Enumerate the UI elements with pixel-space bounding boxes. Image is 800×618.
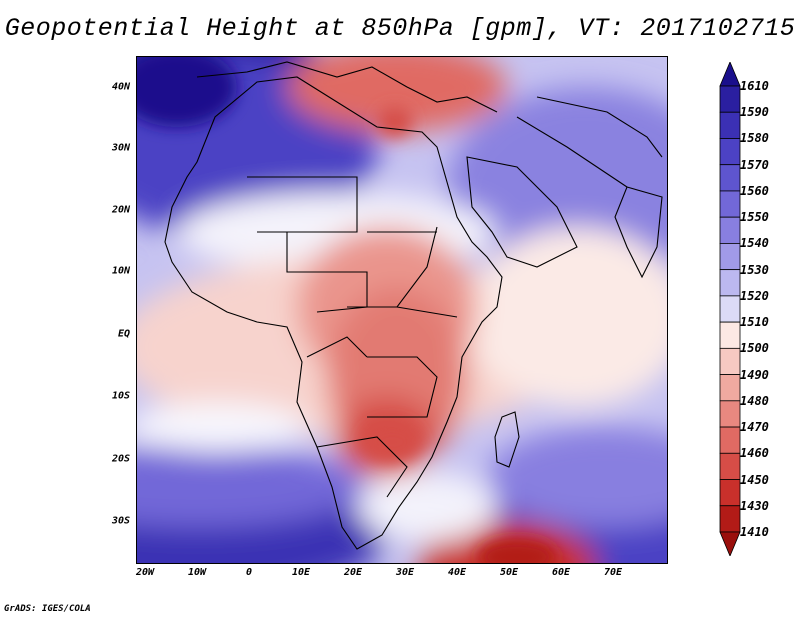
colorbar-swatch	[719, 295, 741, 323]
map-title: Geopotential Height at 850hPa [gpm], VT:…	[4, 14, 796, 43]
x-axis-label: 20W	[135, 567, 155, 578]
x-axis-label: 10W	[187, 567, 207, 578]
colorbar-swatch	[719, 243, 741, 271]
colorbar-swatch	[719, 479, 741, 507]
colorbar-tick-label: 1430	[740, 498, 769, 513]
y-axis-label: EQ	[117, 328, 130, 340]
colorbar-top-triangle	[719, 62, 741, 87]
colorbar-tick-label: 1450	[740, 472, 769, 487]
colorbar-swatch	[719, 111, 741, 139]
colorbar-swatch	[719, 164, 741, 192]
colorbar-tick-label: 1480	[740, 393, 769, 408]
colorbar	[719, 62, 741, 556]
colorbar-swatch	[719, 321, 741, 349]
colorbar-swatch	[719, 374, 741, 402]
colorbar-tick-label: 1590	[740, 105, 769, 120]
footer-credit: GrADS: IGES/COLA	[4, 604, 91, 614]
x-axis-label: 30E	[395, 567, 415, 578]
colorbar-swatch	[719, 426, 741, 454]
x-axis-label: 50E	[499, 567, 519, 578]
x-axis-label: 0	[245, 567, 253, 578]
x-axis-label: 70E	[603, 567, 623, 578]
x-axis-label: 40E	[447, 567, 467, 578]
colorbar-tick-label: 1610	[740, 79, 769, 93]
y-axis-label: 10S	[111, 390, 130, 402]
colorbar-tick-label: 1490	[740, 367, 769, 382]
x-axis-label: 60E	[551, 567, 571, 578]
colorbar-tick-label: 1560	[740, 183, 769, 198]
y-axis-label: 20N	[111, 204, 130, 216]
colorbar-swatch	[719, 85, 741, 113]
colorbar-tick-label: 1500	[740, 341, 769, 356]
colorbar-tick-label: 1550	[740, 210, 769, 225]
x-axis-label: 20E	[343, 567, 363, 578]
colorbar-swatch	[719, 216, 741, 244]
colorbar-swatch	[719, 138, 741, 166]
colorbar-tick-label: 1410	[740, 525, 769, 539]
y-axis-label: 40N	[111, 81, 130, 93]
colorbar-tick-label: 1520	[740, 288, 769, 303]
colorbar-tick-label: 1470	[740, 420, 769, 435]
colorbar-swatch	[719, 269, 741, 297]
colorbar-tick-label: 1570	[740, 157, 769, 172]
colorbar-tick-label: 1510	[740, 315, 769, 330]
colorbar-swatch	[719, 190, 741, 218]
coastline	[164, 61, 663, 550]
colorbar-swatch	[719, 505, 741, 533]
y-axis-label: 20S	[111, 453, 130, 465]
x-axis-label: 10E	[291, 567, 311, 578]
colorbar-swatch	[719, 452, 741, 480]
y-axis-label: 10N	[111, 265, 130, 277]
geopotential-field	[137, 57, 667, 563]
colorbar-swatch	[719, 347, 741, 375]
colorbar-tick-label: 1460	[740, 446, 769, 461]
colorbar-swatch	[719, 400, 741, 428]
colorbar-tick-label: 1540	[740, 236, 769, 251]
colorbar-tick-label: 1580	[740, 131, 769, 146]
colorbar-bottom-triangle	[719, 531, 741, 556]
y-axis-label: 30N	[111, 142, 130, 154]
map-panel	[136, 56, 668, 564]
colorbar-tick-label: 1530	[740, 262, 769, 277]
y-axis-label: 30S	[111, 515, 130, 527]
